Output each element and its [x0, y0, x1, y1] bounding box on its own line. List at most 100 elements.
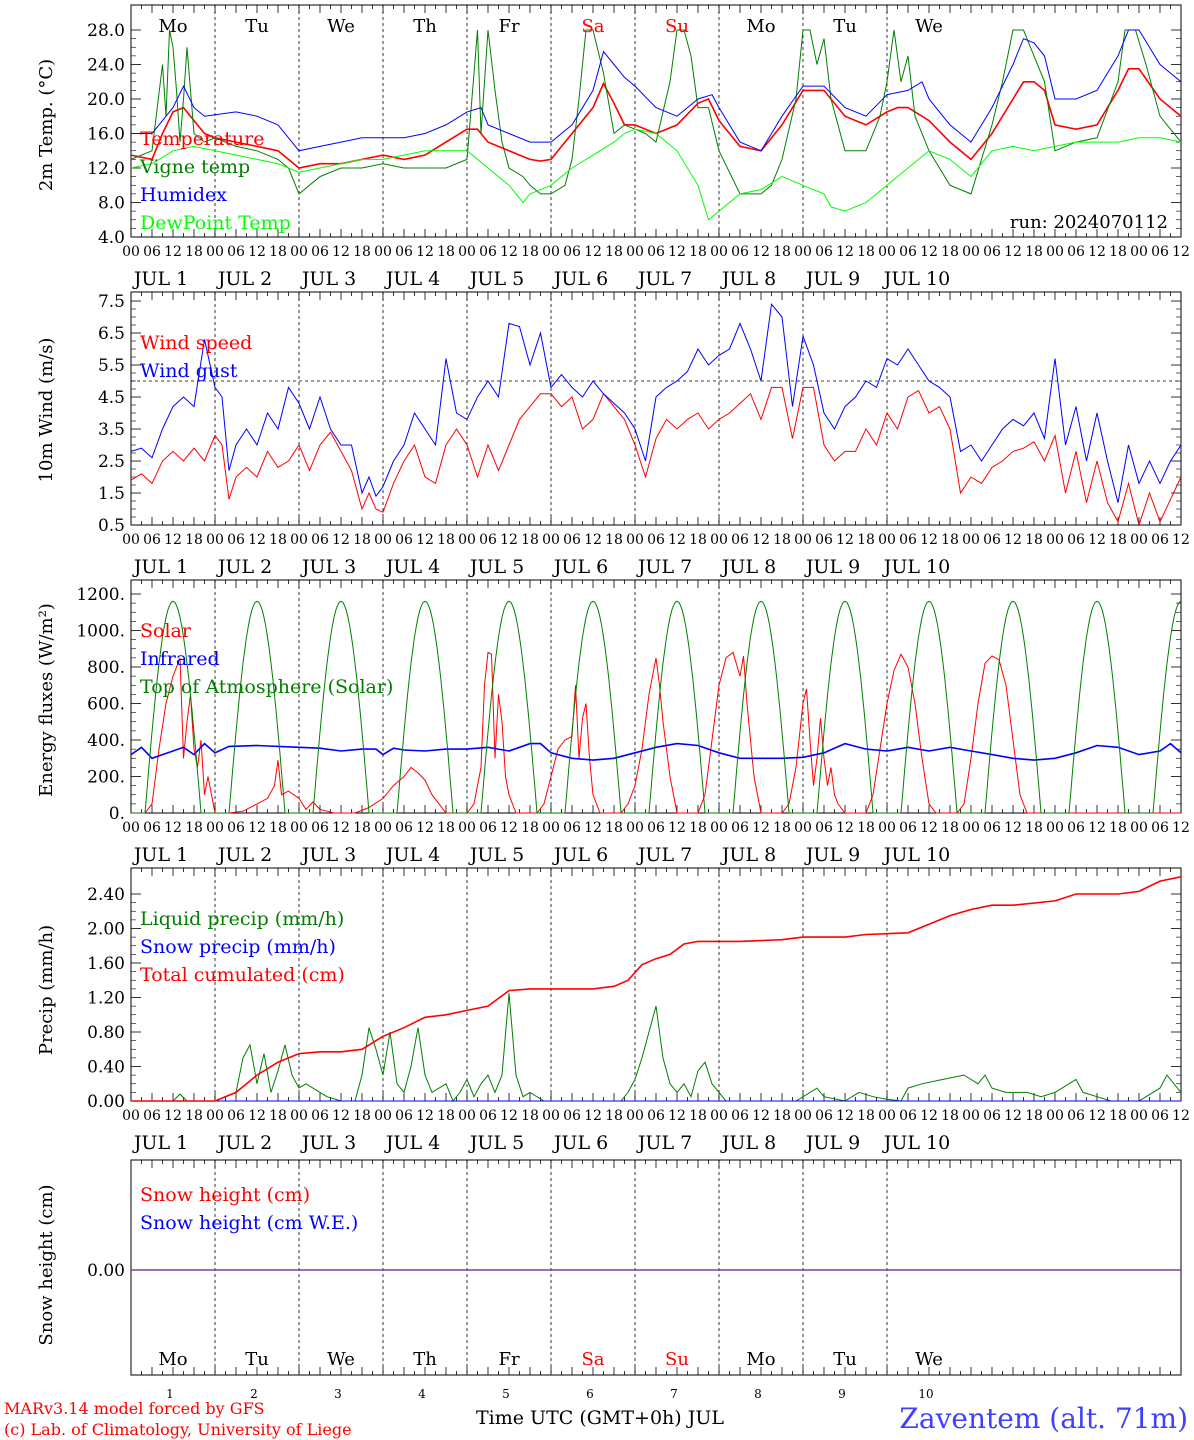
date-label: JUL 10	[882, 556, 950, 578]
hour-label: 18	[1109, 820, 1127, 836]
date-label: JUL 1	[132, 268, 188, 290]
y-tick-label: 0.5	[98, 516, 125, 536]
hour-label: 18	[1025, 244, 1043, 260]
series-infrared	[130, 742, 1182, 761]
hour-label: 06	[479, 1108, 497, 1124]
hour-label: 12	[332, 532, 350, 548]
hour-label: 12	[752, 820, 770, 836]
hour-label: 12	[164, 532, 182, 548]
date-label: JUL 9	[804, 268, 860, 290]
hour-label: 00	[206, 244, 224, 260]
date-label: JUL 4	[384, 844, 440, 866]
hour-label: 00	[458, 244, 476, 260]
weekday-label: Tu	[833, 16, 857, 37]
panel-1	[130, 4, 1182, 238]
hour-label: 18	[353, 244, 371, 260]
hour-label: 12	[584, 1108, 602, 1124]
legend-entry: Infrared	[140, 648, 220, 670]
series-wind-gust	[130, 302, 1182, 503]
hour-label: 06	[563, 820, 581, 836]
y-tick-label: 400.	[87, 731, 125, 751]
hour-label: 00	[542, 244, 560, 260]
hour-label: 18	[773, 1108, 791, 1124]
hour-label: 00	[878, 820, 896, 836]
date-label: JUL 5	[468, 1132, 524, 1154]
date-label: JUL 10	[882, 268, 950, 290]
hour-label: 18	[521, 1108, 539, 1124]
y-tick-label: 1.5	[98, 484, 125, 504]
hour-label: 12	[164, 244, 182, 260]
hour-label: 12	[332, 1108, 350, 1124]
weekday-label: Tu	[833, 1349, 857, 1370]
y-tick-label: 200.	[87, 768, 125, 788]
y-tick-label: 0.80	[87, 1023, 125, 1043]
date-label: JUL 1	[132, 1132, 188, 1154]
hour-label: 12	[1088, 532, 1106, 548]
hour-label: 06	[731, 244, 749, 260]
hour-label: 12	[752, 244, 770, 260]
hour-label: 12	[1172, 532, 1190, 548]
hour-label: 00	[794, 532, 812, 548]
hour-label: 00	[794, 244, 812, 260]
hour-label: 06	[1151, 244, 1169, 260]
panel-5	[130, 1159, 1182, 1376]
series-wind-speed	[130, 386, 1182, 527]
hour-label: 12	[752, 1108, 770, 1124]
hour-label: 00	[1130, 1108, 1148, 1124]
hour-label: 12	[920, 244, 938, 260]
hour-label: 06	[1151, 1108, 1169, 1124]
hour-label: 06	[647, 1108, 665, 1124]
hour-label: 00	[626, 532, 644, 548]
date-label: JUL 5	[468, 844, 524, 866]
hour-label: 06	[647, 532, 665, 548]
hour-label: 18	[605, 820, 623, 836]
panel-4	[130, 867, 1182, 1102]
hour-label: 18	[1109, 532, 1127, 548]
hour-label: 06	[815, 820, 833, 836]
series-top-of-atmosphere-solar-	[131, 600, 1182, 814]
hour-label: 12	[164, 820, 182, 836]
hour-label: 00	[122, 532, 140, 548]
hour-label: 00	[458, 1108, 476, 1124]
weekday-label: Mo	[158, 1349, 187, 1370]
weekday-label: We	[915, 16, 943, 37]
hour-label: 06	[647, 244, 665, 260]
hour-label: 00	[542, 532, 560, 548]
date-label: JUL 8	[720, 268, 776, 290]
hour-label: 00	[1046, 820, 1064, 836]
hour-label: 06	[899, 532, 917, 548]
panel-frame	[130, 291, 1182, 526]
hour-label: 00	[290, 820, 308, 836]
legend-entry: Snow height (cm)	[140, 1184, 310, 1206]
hour-label: 18	[605, 1108, 623, 1124]
date-label: JUL 1	[132, 844, 188, 866]
hour-label: 00	[878, 244, 896, 260]
hour-label: 18	[521, 820, 539, 836]
day-number: 9	[838, 1387, 846, 1401]
hour-label: 00	[374, 1108, 392, 1124]
hour-label: 00	[962, 820, 980, 836]
hour-label: 06	[227, 1108, 245, 1124]
hour-label: 06	[143, 820, 161, 836]
hour-label: 00	[794, 820, 812, 836]
y-tick-label: 2.00	[87, 920, 125, 940]
date-label: JUL 9	[804, 556, 860, 578]
hour-label: 06	[227, 820, 245, 836]
hour-label: 00	[962, 244, 980, 260]
y-axis-label: Precip (mm/h)	[36, 925, 57, 1055]
hour-label: 06	[731, 820, 749, 836]
hour-label: 12	[1172, 820, 1190, 836]
weekday-label: Sa	[581, 16, 604, 37]
hour-label: 18	[1109, 244, 1127, 260]
run-annotation: run: 2024070112	[1010, 212, 1168, 233]
hour-label: 12	[1004, 1108, 1022, 1124]
hour-label: 18	[521, 532, 539, 548]
weekday-label: Th	[413, 1349, 437, 1370]
hour-label: 18	[857, 532, 875, 548]
hour-label: 18	[1109, 1108, 1127, 1124]
hour-label: 12	[416, 532, 434, 548]
hour-label: 18	[437, 820, 455, 836]
weekday-label: Mo	[158, 16, 187, 37]
hour-label: 18	[1025, 1108, 1043, 1124]
y-tick-label: 3.5	[98, 420, 125, 440]
